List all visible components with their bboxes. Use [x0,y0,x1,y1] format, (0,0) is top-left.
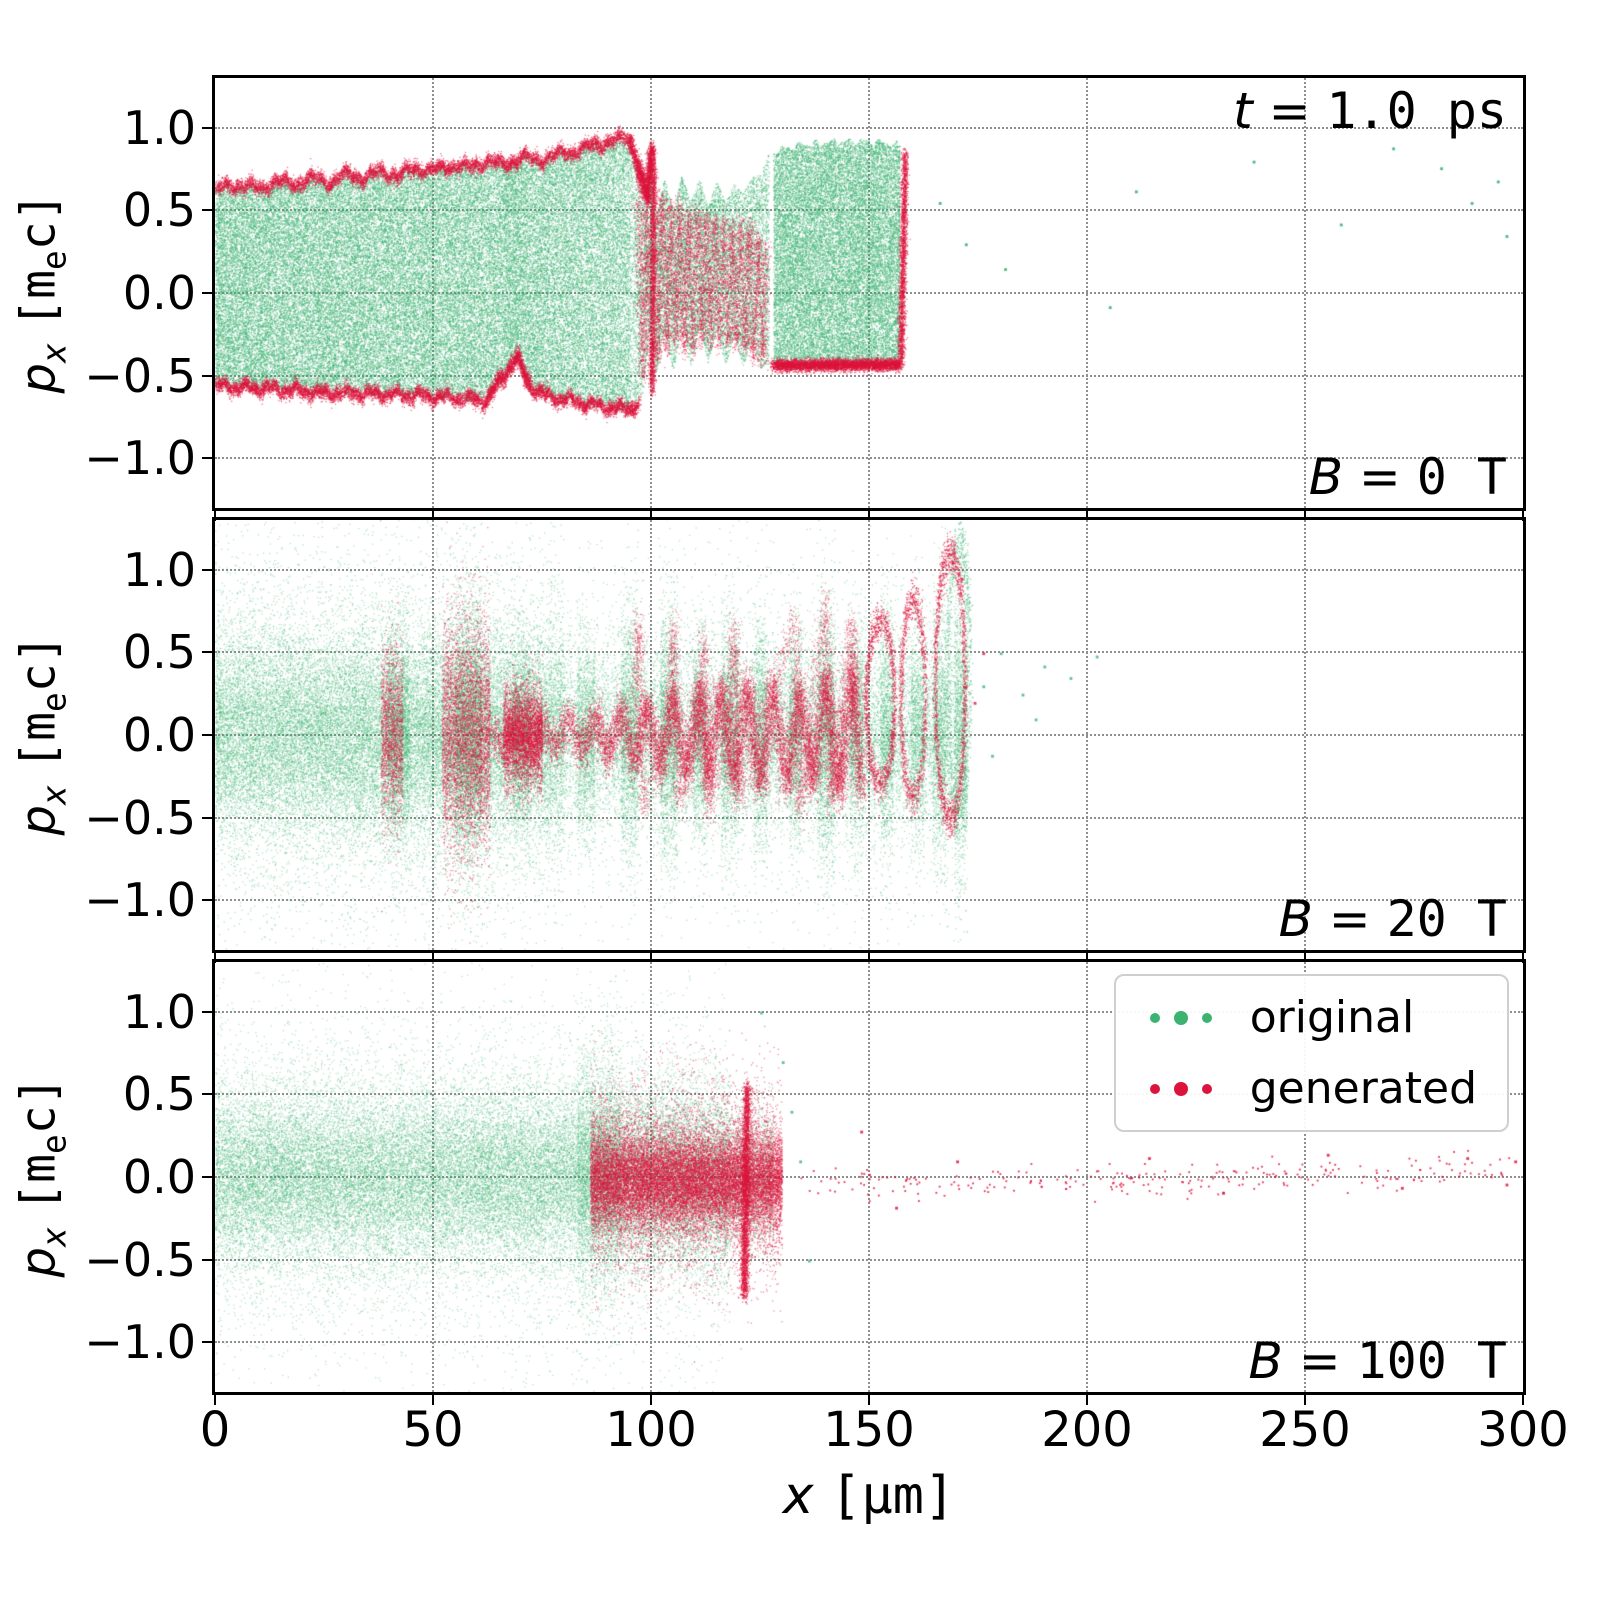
y-tick-mark [202,651,212,654]
legend-item-original: original [1138,992,1477,1043]
y-tick-label: −1.0 [84,431,196,486]
xlabel-var: x [782,1466,814,1526]
x-tick-mark [432,1395,434,1405]
x-tick-mark [1304,953,1306,963]
x-tick-labels: 0 50 100 150 200 250 300 [200,1402,1569,1462]
y-tick-mark [202,1093,212,1096]
y-tick-label: 0.5 [122,183,196,238]
time-value: 1.0 ps [1326,82,1507,140]
x-tick-mark [1304,1395,1306,1405]
x-tick-mark [214,953,216,963]
field-annotation-b100: B = 100 T [1248,1332,1507,1390]
y-tick-label: 0.5 [122,625,196,680]
legend-dot [1173,1081,1188,1096]
field-eq: = [1343,448,1417,506]
x-tick-mark [1086,1395,1088,1405]
field-annotation-b0: B = 0 T [1309,448,1507,506]
x-tick-mark [1522,953,1524,963]
x-tick-mark [650,511,652,521]
x-tick-mark [650,953,652,963]
y-tick-mark [202,1258,212,1261]
y-tick-mark [202,292,212,294]
legend-label-generated: generated [1249,1063,1477,1114]
y-tick-mark [202,209,212,212]
x-tick-mark [1522,511,1524,521]
x-tick-label: 100 [605,1402,697,1458]
x-tick-mark [1086,953,1088,963]
y-tick-label: 0.0 [122,266,196,320]
field-value: 0 T [1416,448,1507,506]
x-tick-mark [868,953,870,963]
y-tick-mark [202,1010,212,1013]
x-tick-mark [214,511,216,521]
y-tick-label: 0.0 [122,708,196,762]
panel-b20: B = 20 T [202,520,1524,963]
legend-dot [1173,1010,1188,1025]
field-eq: = [1312,890,1387,948]
y-tick-label: −0.5 [84,1232,196,1287]
x-tick-mark [1522,1395,1524,1405]
x-tick-label: 300 [1477,1402,1569,1458]
panel-b100: original generated B = 100 T [202,962,1524,1405]
legend-item-generated: generated [1138,1063,1477,1114]
y-tick-mark [202,126,212,129]
x-tick-mark [868,1395,870,1405]
legend-dot [1149,1012,1160,1023]
y-tick-label: 0.5 [122,1067,196,1122]
time-annotation: t = 1.0 ps [1233,82,1507,140]
field-var: B [1308,448,1343,506]
y-tick-label: 0.0 [122,1150,196,1204]
y-tick-label: −1.0 [84,873,196,928]
scatter-canvas-b0 [215,78,1523,508]
field-var: B [1278,890,1313,948]
time-eq: = [1252,82,1327,140]
legend-marker-generated [1138,1081,1224,1096]
y-tick-mark [202,734,212,736]
y-tick-mark [202,568,212,571]
y-tick-label: 1.0 [122,100,196,155]
x-tick-mark [650,1395,652,1405]
y-tick-label: −1.0 [84,1315,196,1370]
field-value: 20 T [1386,890,1507,948]
scatter-canvas-b20 [215,520,1523,950]
field-var: B [1248,1332,1283,1390]
y-tick-label: −0.5 [84,348,196,403]
xlabel-unit: [μm] [830,1466,956,1526]
legend: original generated [1113,974,1509,1132]
y-tick-label: 1.0 [122,542,196,597]
legend-dot [1201,1083,1212,1094]
legend-label-original: original [1249,992,1415,1043]
x-tick-label: 0 [199,1402,231,1458]
x-tick-mark [432,511,434,521]
y-tick-label: −0.5 [84,790,196,845]
y-tick-mark [202,816,212,819]
x-tick-mark [214,1395,216,1405]
x-tick-mark [1304,511,1306,521]
x-tick-label: 150 [823,1402,915,1458]
x-tick-mark [432,953,434,963]
y-tick-mark [202,899,212,902]
legend-marker-original [1138,1010,1224,1025]
x-tick-label: 250 [1259,1402,1351,1458]
x-axis-label: x [μm] [215,1466,1523,1526]
legend-dot [1201,1012,1212,1023]
field-annotation-b20: B = 20 T [1279,890,1507,948]
y-tick-mark [202,1176,212,1178]
y-tick-mark [202,457,212,460]
x-tick-mark [1086,511,1088,521]
field-value: 100 T [1356,1332,1507,1390]
panel-b0: t = 1.0 ps B = 0 T [202,78,1524,521]
x-tick-label: 200 [1041,1402,1133,1458]
legend-dot [1149,1083,1160,1094]
time-var: t [1233,82,1253,140]
y-tick-mark [202,374,212,377]
x-tick-mark [868,511,870,521]
y-tick-label: 1.0 [122,984,196,1039]
x-tick-label: 50 [402,1402,464,1458]
y-tick-mark [202,1341,212,1344]
field-eq: = [1282,1332,1357,1390]
